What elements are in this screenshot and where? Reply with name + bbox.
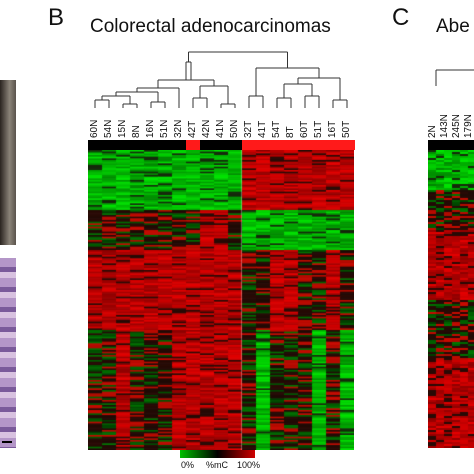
tissue-photo-top [0,80,16,245]
color-scale-bar [180,450,255,458]
column-label-50T: 50T [341,120,352,138]
group-segment-50T [340,140,355,150]
column-label-51T: 51T [313,120,324,138]
column-label-42T: 42T [187,120,198,138]
group-segment-42T [186,140,201,150]
group-segment-54T [270,140,285,150]
column-label-c-143N: 143N [439,114,450,138]
group-segment-51N [158,140,173,150]
group-segment-32T [242,140,257,150]
group-segment-8T [284,140,299,150]
group-segment-60N [88,140,103,150]
group-segment-50N [228,140,243,150]
column-label-54N: 54N [103,119,114,138]
column-label-60N: 60N [89,119,100,138]
group-segment-54N [102,140,117,150]
group-bar-b [88,140,355,150]
group-segment-51T [312,140,327,150]
group-segment-8N [130,140,145,150]
column-label-41T: 41T [257,120,268,138]
tissue-photo-bottom [0,258,16,448]
group-segment-41N [214,140,229,150]
column-label-8T: 8T [285,126,296,138]
column-label-16T: 16T [327,120,338,138]
column-label-c-2N: 2N [427,125,438,138]
column-label-50N: 50N [229,119,240,138]
panel-letter-b: B [48,4,65,31]
column-label-41N: 41N [215,119,226,138]
heatmap-c [428,150,474,448]
column-label-60T: 60T [299,120,310,138]
column-label-15N: 15N [117,119,128,138]
panel-letter-c: C [392,4,410,31]
heatmap-b [88,150,354,450]
column-label-32N: 32N [173,119,184,138]
column-label-32T: 32T [243,120,254,138]
column-label-c-179N: 179N [463,114,474,138]
group-segment-16T [326,140,341,150]
scale-high-label: 100% [237,460,261,470]
group-segment-42N [200,140,215,150]
column-label-51N: 51N [159,119,170,138]
group-segment-41T [256,140,271,150]
column-label-c-245N: 245N [451,114,462,138]
column-label-54T: 54T [271,120,282,138]
column-label-42N: 42N [201,119,212,138]
column-label-8N: 8N [131,125,142,138]
scale-bar [2,441,12,443]
scale-mid-label: %mC [206,460,228,470]
group-bar-c [428,140,474,150]
group-segment-60T [298,140,313,150]
scale-low-label: 0% [181,460,195,470]
column-label-16N: 16N [145,119,156,138]
panel-b-title: Colorectal adenocarcinomas [90,16,331,37]
group-segment-15N [116,140,131,150]
panel-c-title: Abe [436,16,470,37]
group-segment-32N [172,140,187,150]
group-segment-16N [144,140,159,150]
